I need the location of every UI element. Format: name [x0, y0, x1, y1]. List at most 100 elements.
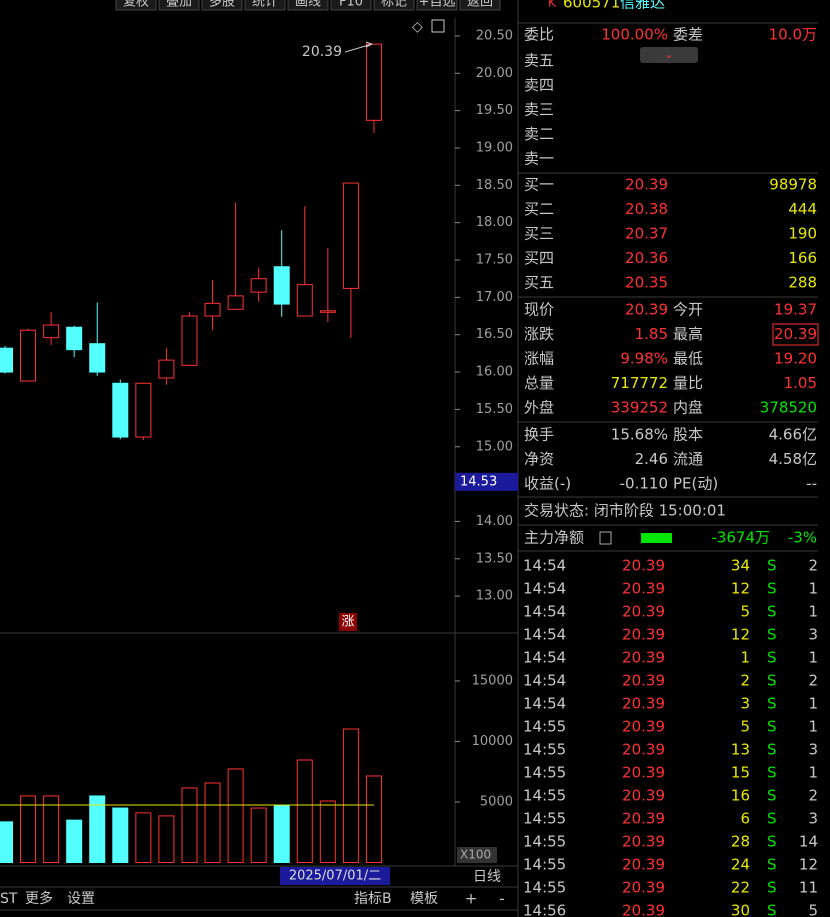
- y-tick-label: 18.00: [476, 215, 513, 230]
- trade-volume: 28: [731, 833, 750, 851]
- trade-side: S: [767, 764, 777, 782]
- candle-body: [227, 295, 244, 310]
- trade-count: 1: [808, 718, 818, 736]
- trade-side: S: [767, 649, 777, 667]
- trade-count: 1: [808, 649, 818, 667]
- trade-time: 14:55: [523, 718, 566, 736]
- stat-label: 今开: [673, 301, 703, 319]
- icon[interactable]: ◇: [412, 19, 423, 35]
- toolbar-item[interactable]: ST: [0, 891, 18, 907]
- volume-bar: [66, 819, 83, 864]
- toolbar-item[interactable]: 更多: [25, 890, 53, 907]
- toolbar-item[interactable]: 模板: [410, 891, 438, 907]
- trade-price: 20.39: [622, 557, 665, 575]
- volume-bar: [342, 728, 359, 863]
- trade-volume: 1: [740, 649, 750, 667]
- trade-volume: 24: [731, 856, 750, 874]
- menu-button[interactable]: [330, 0, 372, 11]
- stock-code: 600571: [563, 0, 620, 12]
- trade-volume: 16: [731, 787, 750, 805]
- menu-button[interactable]: [416, 0, 458, 11]
- zoom-button[interactable]: -: [499, 890, 504, 908]
- candle-body: [89, 343, 106, 373]
- stat-value: 2.46: [635, 450, 668, 468]
- y-tick-label: 18.50: [476, 178, 513, 193]
- trade-time: 14:55: [523, 833, 566, 851]
- menu-item: 画线: [295, 0, 321, 10]
- trade-time: 14:54: [523, 603, 566, 621]
- trade-time: 14:55: [523, 810, 566, 828]
- trade-price: 20.39: [622, 718, 665, 736]
- expand-button[interactable]: [640, 47, 698, 63]
- trade-price: 20.39: [622, 879, 665, 897]
- stat-value: --: [806, 475, 817, 493]
- period-label[interactable]: 日线: [473, 869, 501, 885]
- stat-value: -0.110: [620, 475, 668, 493]
- volume-bar: [135, 812, 152, 864]
- menu-button[interactable]: [459, 0, 501, 11]
- stat-label: 涨跌: [524, 325, 554, 343]
- y-tick-label: 10000: [472, 734, 513, 749]
- stat-value: 1.85: [635, 325, 668, 343]
- buy-label: 买一: [524, 176, 554, 194]
- trade-side: S: [767, 672, 777, 690]
- y-tick-label: 15000: [472, 673, 513, 688]
- sell-label: 卖一: [524, 150, 554, 168]
- volume-bar: [43, 795, 60, 864]
- label: 委差: [673, 26, 703, 44]
- stat-label: 最低: [673, 350, 703, 368]
- stat-label: 换手: [524, 426, 554, 444]
- volume-bar: [296, 759, 313, 864]
- sell-label: 卖三: [524, 101, 554, 119]
- menu-button[interactable]: [287, 0, 329, 11]
- trade-time: 14:56: [523, 902, 566, 917]
- toolbar-item[interactable]: 设置: [67, 891, 95, 907]
- highlight-box: [772, 323, 819, 346]
- trade-time: 14:55: [523, 856, 566, 874]
- value: 100.00%: [601, 26, 668, 44]
- menu-button[interactable]: [115, 0, 157, 11]
- menu-button[interactable]: [158, 0, 200, 11]
- flow-bar: [641, 533, 672, 543]
- candle-body: [204, 302, 221, 317]
- trade-time: 14:54: [523, 557, 566, 575]
- trade-volume: 2: [740, 672, 750, 690]
- sell-label: 卖四: [524, 76, 554, 94]
- candle-body: [273, 266, 290, 305]
- trade-volume: 12: [731, 626, 750, 644]
- y-tick-label: 14.00: [476, 514, 513, 529]
- y-tick-label: 20.50: [476, 28, 513, 43]
- stat-value: 339252: [611, 399, 668, 417]
- buy-volume: 288: [788, 274, 817, 292]
- trade-time: 14:54: [523, 626, 566, 644]
- stat-value: 19.20: [774, 350, 817, 368]
- menu-item: 标记: [381, 0, 407, 10]
- menu-item: F10: [339, 0, 363, 10]
- buy-label: 买五: [524, 274, 554, 292]
- trade-price: 20.39: [622, 580, 665, 598]
- menu-item: 多股: [209, 0, 235, 10]
- menu-button[interactable]: [201, 0, 243, 11]
- buy-price: 20.37: [625, 225, 668, 243]
- candle-body: [135, 382, 152, 438]
- candle-body: [250, 278, 267, 293]
- menu-button[interactable]: [373, 0, 415, 11]
- volume-bar: [227, 768, 244, 864]
- trade-price: 20.39: [622, 856, 665, 874]
- trade-count: 2: [808, 672, 818, 690]
- stat-value: 4.58亿: [769, 450, 817, 468]
- trade-count: 5: [808, 902, 818, 917]
- trade-count: 1: [808, 580, 818, 598]
- stat-label: 流通: [673, 450, 703, 468]
- menu-button[interactable]: [244, 0, 286, 11]
- volume-bar: [0, 821, 13, 863]
- zoom-button[interactable]: +: [465, 890, 478, 908]
- toolbar-item[interactable]: 指标B: [354, 891, 392, 907]
- trade-count: 3: [808, 810, 818, 828]
- stat-label: 涨幅: [524, 350, 554, 368]
- trade-count: 2: [808, 557, 818, 575]
- icon[interactable]: [431, 19, 445, 33]
- menu-item: +自选: [419, 0, 456, 10]
- trade-volume: 34: [731, 557, 750, 575]
